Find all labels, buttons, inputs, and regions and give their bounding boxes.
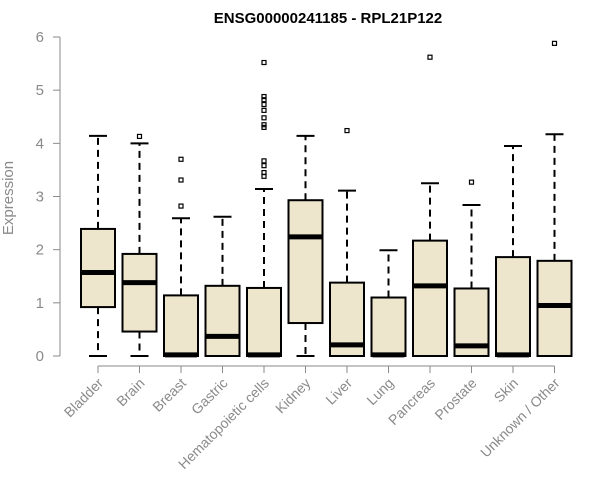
iqr-box	[163, 294, 199, 358]
iqr-box	[370, 296, 407, 357]
box-unknown-other	[536, 40, 573, 357]
x-tick-label: Bladder	[61, 375, 107, 421]
outlier-point	[261, 59, 267, 66]
outlier-point	[261, 107, 267, 113]
y-axis: 0 1 2 3 4 5 6	[36, 29, 61, 365]
iqr-box	[80, 227, 116, 309]
outlier-point	[344, 127, 350, 134]
x-tick-label: Unknown / Other	[477, 375, 563, 461]
outlier-point	[261, 169, 267, 176]
y-tick-label: 3	[36, 189, 44, 206]
box-liver	[329, 127, 365, 358]
box-hematopoietic-cells	[246, 59, 282, 358]
box-lung	[370, 249, 407, 358]
y-tick-label: 6	[36, 29, 44, 46]
outlier-point	[261, 158, 267, 164]
chart-title: ENSG00000241185 - RPL21P122	[214, 10, 443, 27]
iqr-box	[495, 256, 531, 357]
iqr-box	[412, 239, 448, 357]
outlier-point	[178, 156, 184, 162]
y-tick-label: 1	[36, 295, 44, 312]
outlier-point	[551, 40, 558, 46]
outlier-point	[261, 163, 267, 169]
x-tick-label: Breast	[149, 375, 189, 415]
y-tick-label: 5	[36, 82, 44, 99]
iqr-box	[536, 259, 573, 357]
box-kidney	[287, 134, 324, 357]
iqr-box	[121, 252, 158, 333]
outlier-point	[261, 101, 267, 108]
box-skin	[495, 144, 531, 358]
box-bladder	[80, 134, 116, 357]
y-tick-label: 4	[36, 135, 44, 152]
x-tick-label: Skin	[491, 375, 522, 406]
box-breast	[163, 156, 199, 358]
x-tick-label: Kidney	[272, 375, 314, 417]
outlier-point	[261, 122, 267, 128]
x-tick-label: Lung	[363, 375, 396, 408]
outlier-point	[261, 115, 267, 121]
iqr-box	[204, 284, 241, 358]
outlier-point	[468, 179, 475, 185]
outlier-point	[261, 124, 267, 130]
outlier-point	[136, 133, 143, 140]
x-tick-label: Prostate	[431, 375, 479, 423]
x-tick-label: Liver	[322, 375, 355, 408]
box-brain	[121, 133, 158, 357]
outlier-point	[178, 203, 184, 209]
outlier-point	[427, 54, 433, 60]
outlier-point	[178, 177, 184, 183]
box-prostate	[453, 179, 490, 357]
iqr-box	[246, 286, 282, 357]
y-tick-label: 0	[36, 348, 44, 365]
outlier-point	[261, 93, 267, 100]
plot-area	[80, 40, 573, 358]
y-axis-label: Expression	[0, 161, 17, 235]
outlier-point	[261, 97, 267, 103]
box-pancreas	[412, 54, 448, 357]
x-tick-label: Brain	[113, 375, 147, 409]
iqr-box	[287, 199, 324, 325]
y-tick-label: 2	[36, 242, 44, 259]
box-gastric	[204, 215, 241, 358]
